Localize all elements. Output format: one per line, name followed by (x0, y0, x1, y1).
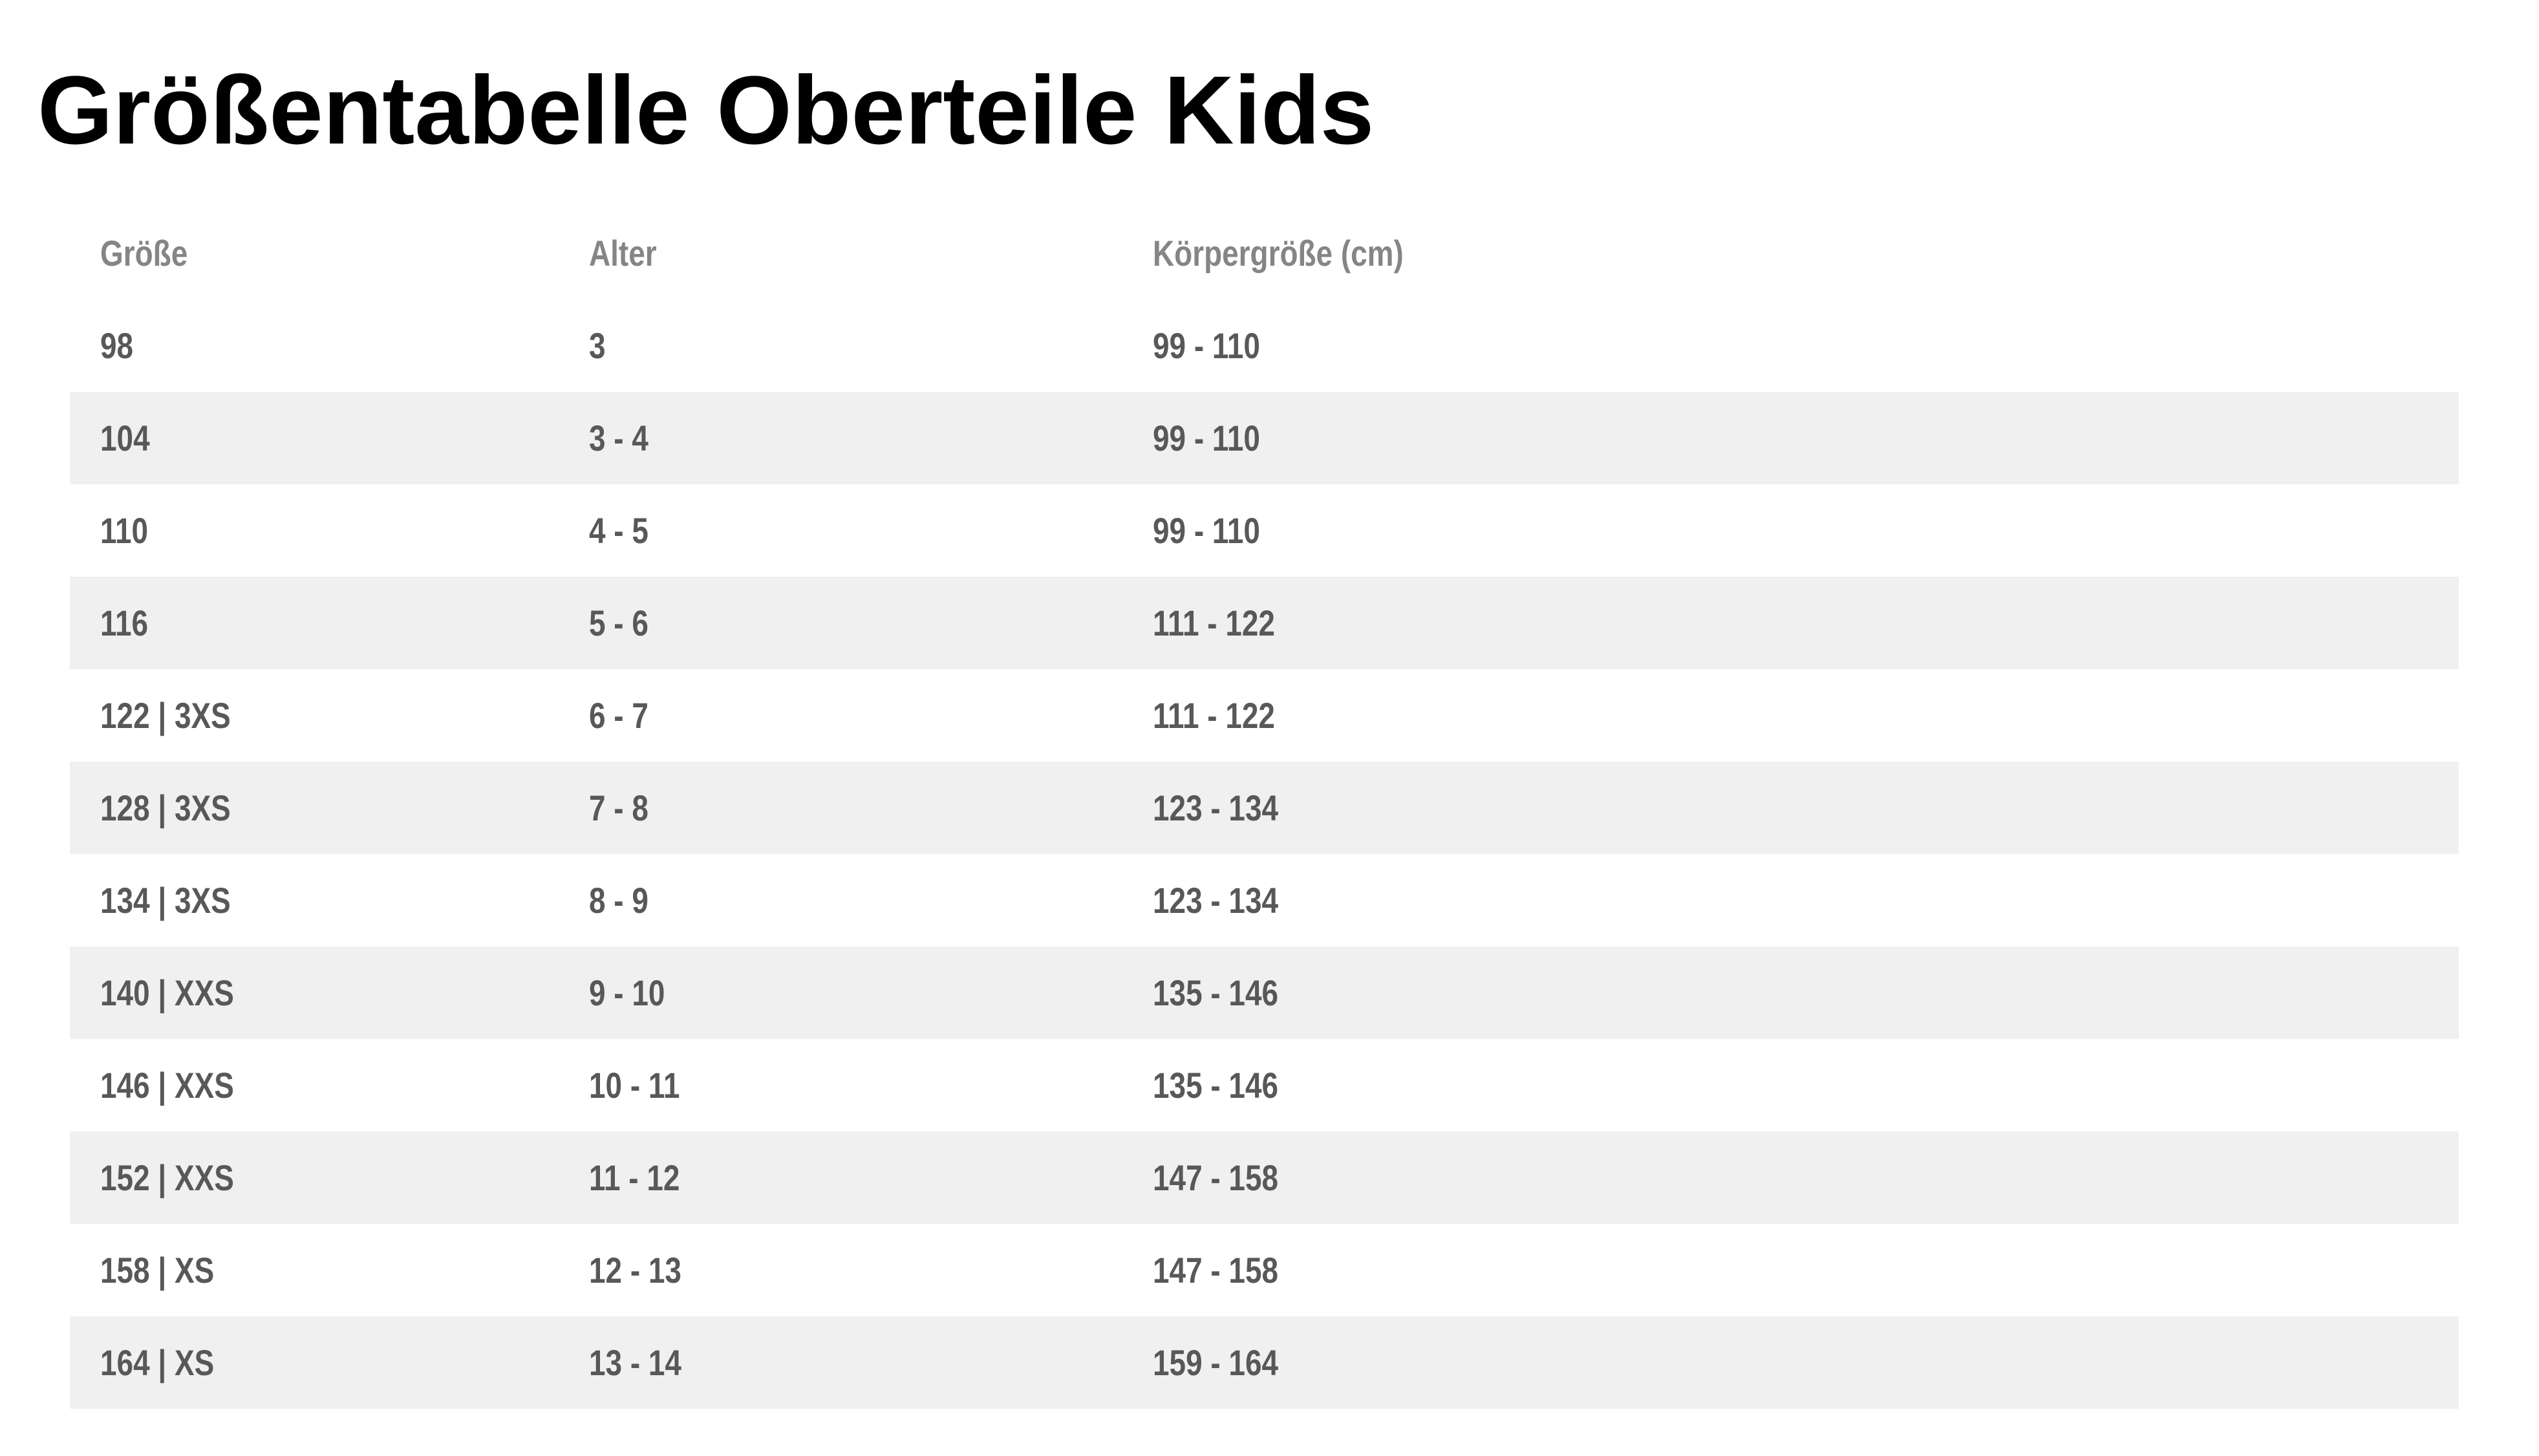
table-cell: 111 - 122 (1153, 603, 1275, 643)
table-row: 122 | 3XS 6 - 7 111 - 122 (70, 669, 2459, 762)
table-row: 104 3 - 4 99 - 110 (70, 392, 2459, 484)
table-cell: 122 | 3XS (100, 695, 231, 736)
table-row: 110 4 - 5 99 - 110 (70, 484, 2459, 577)
table-cell: 128 | 3XS (100, 787, 231, 828)
table-cell: 134 | 3XS (100, 880, 231, 921)
table-cell: 9 - 10 (589, 972, 665, 1013)
table-cell: 11 - 12 (589, 1157, 680, 1198)
page-title: Größentabelle Oberteile Kids (37, 56, 1375, 164)
table-cell: 159 - 164 (1153, 1342, 1279, 1383)
header-row: Größe Alter Körpergröße (cm) (70, 207, 2459, 299)
table-cell: 7 - 8 (589, 787, 648, 828)
header-cell: Alter (589, 233, 657, 273)
table-cell: 147 - 158 (1153, 1250, 1279, 1290)
table-cell: 111 - 122 (1153, 695, 1275, 736)
table-row: 146 | XXS 10 - 11 135 - 146 (70, 1039, 2459, 1131)
table-cell: 147 - 158 (1153, 1157, 1279, 1198)
table-cell: 8 - 9 (589, 880, 648, 921)
table-cell: 158 | XS (100, 1250, 215, 1290)
table-cell: 110 (100, 510, 149, 551)
table-cell: 10 - 11 (589, 1065, 680, 1106)
table-cell: 3 (589, 325, 606, 366)
table-cell: 135 - 146 (1153, 972, 1279, 1013)
table-cell: 104 (100, 418, 150, 458)
table-cell: 135 - 146 (1153, 1065, 1279, 1106)
table-row: 134 | 3XS 8 - 9 123 - 134 (70, 854, 2459, 947)
table-row: 140 | XXS 9 - 10 135 - 146 (70, 947, 2459, 1039)
table-cell: 99 - 110 (1153, 418, 1260, 458)
table-cell: 13 - 14 (589, 1342, 681, 1383)
table-cell: 3 - 4 (589, 418, 648, 458)
table-cell: 123 - 134 (1153, 787, 1279, 828)
table-cell: 116 (100, 603, 149, 643)
table-cell: 98 (100, 325, 134, 366)
table-cell: 12 - 13 (589, 1250, 681, 1290)
header-cell: Größe (100, 233, 188, 273)
table-cell: 140 | XXS (100, 972, 234, 1013)
table-cell: 152 | XXS (100, 1157, 234, 1198)
table-cell: 4 - 5 (589, 510, 648, 551)
table-cell: 123 - 134 (1153, 880, 1279, 921)
table-row: 116 5 - 6 111 - 122 (70, 577, 2459, 669)
table-row: 158 | XS 12 - 13 147 - 158 (70, 1224, 2459, 1316)
table-cell: 146 | XXS (100, 1065, 234, 1106)
table-cell: 6 - 7 (589, 695, 648, 736)
table-row: 128 | 3XS 7 - 8 123 - 134 (70, 762, 2459, 854)
table-row: 164 | XS 13 - 14 159 - 164 (70, 1316, 2459, 1409)
table-cell: 164 | XS (100, 1342, 215, 1383)
table-cell: 99 - 110 (1153, 510, 1260, 551)
table-row: 98 3 99 - 110 (70, 299, 2459, 392)
table-cell: 5 - 6 (589, 603, 648, 643)
table-row: 152 | XXS 11 - 12 147 - 158 (70, 1131, 2459, 1224)
header-cell: Körpergröße (cm) (1153, 233, 1404, 273)
table-cell: 99 - 110 (1153, 325, 1260, 366)
